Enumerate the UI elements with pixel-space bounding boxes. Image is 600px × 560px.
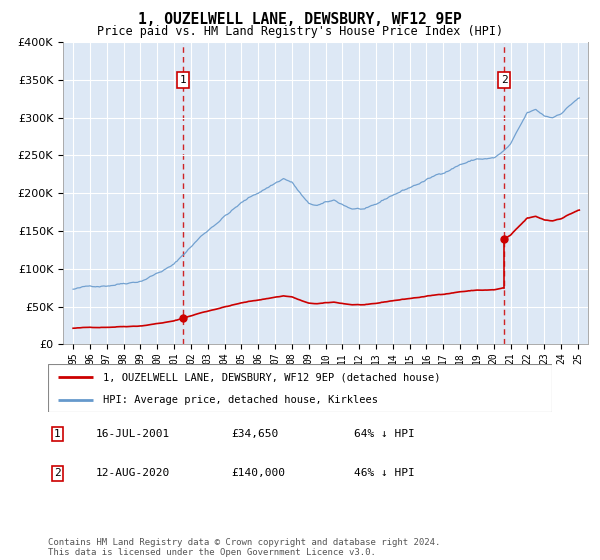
Text: 2: 2 — [501, 75, 508, 85]
Text: 12-AUG-2020: 12-AUG-2020 — [96, 468, 170, 478]
Text: Contains HM Land Registry data © Crown copyright and database right 2024.
This d: Contains HM Land Registry data © Crown c… — [48, 538, 440, 557]
Text: £34,650: £34,650 — [231, 429, 278, 439]
Text: 46% ↓ HPI: 46% ↓ HPI — [354, 468, 415, 478]
Text: 1, OUZELWELL LANE, DEWSBURY, WF12 9EP: 1, OUZELWELL LANE, DEWSBURY, WF12 9EP — [138, 12, 462, 27]
Text: £140,000: £140,000 — [231, 468, 285, 478]
Text: 1: 1 — [54, 429, 61, 439]
Text: 1: 1 — [180, 75, 187, 85]
Text: 2: 2 — [54, 468, 61, 478]
Text: Price paid vs. HM Land Registry's House Price Index (HPI): Price paid vs. HM Land Registry's House … — [97, 25, 503, 38]
Text: HPI: Average price, detached house, Kirklees: HPI: Average price, detached house, Kirk… — [103, 395, 379, 405]
Text: 64% ↓ HPI: 64% ↓ HPI — [354, 429, 415, 439]
Text: 16-JUL-2001: 16-JUL-2001 — [96, 429, 170, 439]
Text: 1, OUZELWELL LANE, DEWSBURY, WF12 9EP (detached house): 1, OUZELWELL LANE, DEWSBURY, WF12 9EP (d… — [103, 372, 441, 382]
